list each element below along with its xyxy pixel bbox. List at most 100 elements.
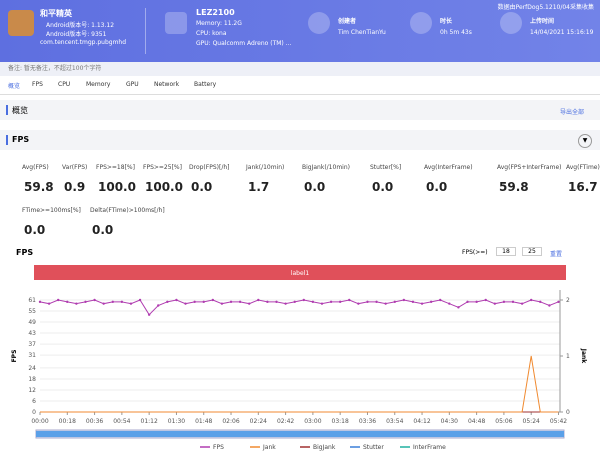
metric-label: Avg(FPS+InterFrame)	[497, 164, 562, 171]
y-tick-label: 24	[28, 365, 36, 372]
tab[interactable]: Network	[154, 81, 180, 88]
tab[interactable]: Memory	[86, 81, 111, 88]
tab[interactable]: FPS	[32, 81, 43, 88]
metric-value: 59.8	[24, 180, 54, 194]
duration-icon	[410, 12, 432, 34]
y-tick-label: 37	[28, 341, 36, 348]
metric-label: Avg(FPS)	[22, 164, 49, 171]
notice: 数据由PerfDog5.1210/04采集收集	[497, 4, 594, 11]
point	[529, 298, 533, 302]
tab[interactable]: 概览	[8, 83, 21, 90]
point	[338, 300, 342, 304]
divider	[145, 8, 146, 54]
tab[interactable]: GPU	[126, 81, 139, 88]
point	[311, 300, 315, 304]
collapse-button[interactable]: ▼	[578, 134, 592, 148]
y2-tick-label: 1	[566, 353, 570, 360]
y2-tick-label: 0	[566, 409, 570, 416]
tab[interactable]: CPU	[58, 81, 71, 88]
x-tick-label: 05:06	[495, 418, 512, 425]
point	[211, 298, 215, 302]
label-bar	[34, 265, 566, 280]
reset-button[interactable]: 重置	[550, 251, 563, 258]
y2-tick-label: 2	[566, 297, 570, 304]
duration-value: 0h 5m 43s	[440, 29, 472, 36]
section-marker	[6, 135, 8, 145]
point	[257, 298, 260, 302]
x-tick-label: 00:36	[86, 418, 103, 425]
metric-value: 0.0	[304, 180, 326, 194]
x-tick-label: 02:06	[222, 418, 239, 425]
export-button[interactable]: 导出全部	[559, 109, 584, 116]
point	[393, 300, 396, 304]
point	[557, 300, 560, 304]
point	[493, 302, 497, 305]
x-tick-label: 01:12	[141, 418, 158, 425]
metric-label: FPS>=18[%]	[96, 164, 135, 171]
legend-label: InterFrame	[413, 444, 446, 451]
point	[193, 300, 196, 304]
tab-bar	[0, 78, 600, 95]
point	[520, 302, 524, 305]
metric-value: 1.7	[248, 180, 270, 194]
metric-value: 0.0	[191, 180, 213, 194]
point	[511, 300, 515, 304]
point	[120, 300, 124, 304]
scroll-handle	[36, 431, 564, 437]
point	[284, 302, 287, 305]
metric-label: Avg(InterFrame)	[424, 164, 473, 171]
point	[375, 300, 378, 304]
point	[475, 300, 478, 304]
point	[202, 300, 205, 304]
legend-label: Stutter	[363, 444, 384, 451]
metric-value: 16.7	[568, 180, 598, 194]
point	[84, 300, 87, 304]
point	[229, 300, 233, 304]
point	[502, 300, 506, 304]
metric-label: Delta(FTime)>100ms[/h]	[90, 207, 165, 214]
device-gpu: GPU: Qualcomm Adreno (TM) ...	[196, 40, 292, 47]
metric-label: Var(FPS)	[62, 164, 88, 171]
point	[293, 300, 296, 304]
threshold-input[interactable]: 25	[522, 247, 542, 256]
point	[175, 298, 178, 302]
point	[220, 302, 224, 305]
metric-value: 0.0	[372, 180, 394, 194]
device-memory: Memory: 11.2G	[196, 20, 242, 27]
point	[329, 300, 333, 304]
x-tick-label: 05:42	[550, 418, 567, 425]
app-package: com.tencent.tmgp.pubgmhd	[40, 39, 127, 46]
series-line	[40, 355, 559, 413]
point	[429, 300, 433, 304]
threshold-label: FPS(>=)	[462, 249, 488, 256]
point	[111, 300, 114, 304]
point	[402, 298, 406, 302]
metric-label: Stutter[%]	[370, 164, 402, 171]
threshold-input[interactable]: 18	[496, 247, 516, 256]
x-tick-label: 03:00	[304, 418, 321, 425]
metric-label: BigJank(/10min)	[302, 164, 350, 171]
duration-label: 时长	[440, 18, 453, 25]
metric-label: Avg(FTime)[ms]	[566, 164, 600, 171]
y-tick-label: 12	[28, 387, 36, 394]
legend-label: Jank	[262, 444, 276, 451]
upload-label: 上传时间	[530, 18, 555, 25]
tab[interactable]: Battery	[194, 81, 217, 88]
point	[102, 302, 105, 305]
series-line	[39, 299, 559, 316]
x-tick-label: 03:36	[359, 418, 376, 425]
metric-label: FPS>=25[%]	[143, 164, 182, 171]
overview-title: 概览	[12, 106, 28, 115]
point	[248, 302, 251, 305]
x-tick-label: 00:18	[59, 418, 76, 425]
point	[420, 302, 424, 305]
x-tick-label: 02:24	[250, 418, 267, 425]
point	[93, 298, 96, 302]
metric-label: Jank(/10min)	[246, 164, 285, 171]
x-tick-label: 05:24	[523, 418, 540, 425]
section-marker	[6, 105, 8, 115]
note: 备注: 暂无备注，不超过100个字符	[0, 62, 600, 76]
x-tick-label: 00:00	[31, 418, 48, 425]
